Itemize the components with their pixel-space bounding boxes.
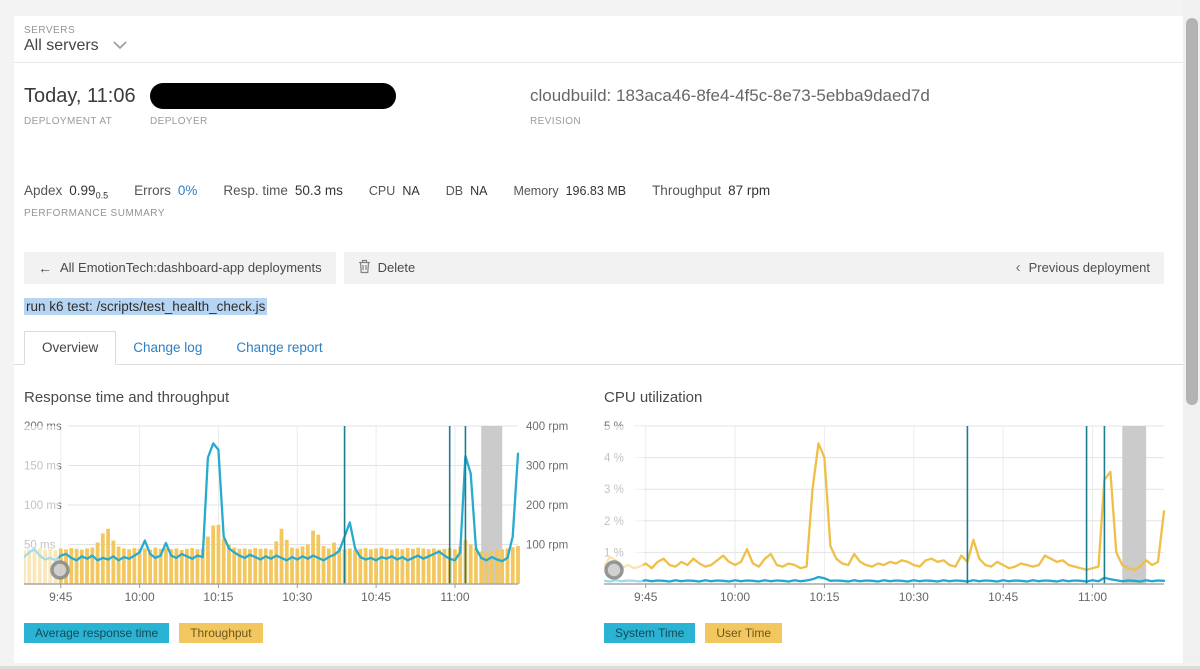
previous-deployment-label: Previous deployment <box>1028 260 1150 276</box>
servers-header: SERVERS All servers <box>14 16 1183 63</box>
legend-average-response-time[interactable]: Average response time <box>24 622 170 643</box>
svg-text:200 rpm: 200 rpm <box>526 500 568 512</box>
performance-summary-label: PERFORMANCE SUMMARY <box>24 207 165 219</box>
metric-label: Apdex <box>24 183 63 198</box>
svg-text:10:00: 10:00 <box>125 590 155 604</box>
vertical-scrollbar-track[interactable] <box>1183 0 1200 663</box>
performance-summary: Apdex 0.990.5 Errors 0% Resp. time 50.3 ms CPU… <box>14 183 1183 219</box>
metric-value: 50.3 ms <box>294 183 343 198</box>
chevron-down-icon <box>113 37 127 55</box>
deployment-circle-icon <box>50 559 70 580</box>
deployment-time: Today, 11:06 <box>24 85 136 107</box>
cpu-svg: 1 %2 %3 %4 %5 %9:4510:0010:1510:3010:451… <box>602 421 1166 604</box>
metric-label: Resp. time <box>223 183 288 198</box>
tab-overview[interactable]: Overview <box>24 330 117 365</box>
metric-errors: Errors 0% <box>134 183 197 198</box>
revision-value: cloudbuild: 183aca46-8fe4-4f5c-8e73-5ebb… <box>530 86 930 105</box>
tab-change-log[interactable]: Change log <box>133 339 203 355</box>
svg-text:11:00: 11:00 <box>440 590 469 604</box>
svg-text:10:15: 10:15 <box>809 590 839 604</box>
cpu-utilization-legend: System Time User Time <box>604 622 1180 643</box>
deployment-circle-icon <box>604 559 624 580</box>
cpu-utilization-title: CPU utilization <box>604 388 703 406</box>
revision-label: REVISION <box>530 116 581 127</box>
revision-block: cloudbuild: 183aca46-8fe4-4f5c-8e73-5ebb… <box>530 83 930 127</box>
svg-text:10:45: 10:45 <box>988 590 1018 604</box>
svg-text:10:30: 10:30 <box>899 590 929 604</box>
legend-throughput[interactable]: Throughput <box>179 622 263 643</box>
deployment-time-label: DEPLOYMENT AT <box>24 116 113 127</box>
metric-resp-time: Resp. time 50.3 ms <box>223 183 343 198</box>
svg-text:10:15: 10:15 <box>203 590 233 604</box>
deployer-block: DEPLOYER <box>150 83 396 127</box>
deployer-redacted <box>150 83 396 109</box>
metric-value[interactable]: 0% <box>177 183 198 198</box>
trash-icon <box>358 259 371 277</box>
metric-throughput: Throughput 87 rpm <box>652 183 770 198</box>
metric-apdex: Apdex 0.990.5 <box>24 183 108 201</box>
metric-memory: Memory 196.83 MB <box>513 184 626 198</box>
metric-cpu: CPU NA <box>369 184 420 198</box>
svg-text:100 rpm: 100 rpm <box>526 539 568 551</box>
deployment-toolbar: ← All EmotionTech:dashboard-app deployme… <box>14 251 1183 284</box>
metric-label: Errors <box>134 183 171 198</box>
metric-value: NA <box>402 184 420 198</box>
response-throughput-chart[interactable]: 50 ms100 rpm100 ms200 rpm150 ms300 rpm20… <box>22 414 580 615</box>
deployment-header: Today, 11:06 DEPLOYMENT AT DEPLOYER clou… <box>14 63 1183 127</box>
servers-selected-value: All servers <box>24 37 99 54</box>
response-throughput-panel: Response time and throughput 50 ms100 rp… <box>22 388 580 643</box>
response-throughput-title: Response time and throughput <box>24 388 230 406</box>
response-throughput-legend: Average response time Throughput <box>24 622 580 643</box>
svg-text:9:45: 9:45 <box>634 590 658 604</box>
svg-text:10:45: 10:45 <box>361 590 391 604</box>
deployer-label: DEPLOYER <box>150 116 208 127</box>
chevron-left-icon: ‹ <box>1015 259 1021 277</box>
svg-text:11:00: 11:00 <box>1078 590 1107 604</box>
cpu-utilization-panel: CPU utilization 1 %2 %3 %4 %5 %9:4510:00… <box>602 388 1180 643</box>
toolbar-right-strip: Delete ‹ Previous deployment <box>343 251 1164 284</box>
svg-text:10:30: 10:30 <box>282 590 312 604</box>
metric-label: CPU <box>368 184 396 198</box>
previous-deployment-button[interactable]: ‹ Previous deployment <box>1016 259 1150 276</box>
servers-section-label: SERVERS <box>24 25 76 36</box>
servers-dropdown[interactable]: All servers <box>24 37 1173 55</box>
metric-label: Throughput <box>652 183 722 198</box>
metric-label: Memory <box>513 184 559 198</box>
tab-bar: Overview Change log Change report <box>14 330 1183 365</box>
metric-value: NA <box>470 184 488 198</box>
metric-value-subscript: 0.5 <box>95 190 109 201</box>
legend-user-time[interactable]: User Time <box>705 622 783 643</box>
svg-text:9:45: 9:45 <box>49 590 73 604</box>
legend-system-time[interactable]: System Time <box>604 622 696 643</box>
all-deployments-button[interactable]: ← All EmotionTech:dashboard-app deployme… <box>24 251 336 284</box>
charts-row: Response time and throughput 50 ms100 rp… <box>14 389 1183 643</box>
delete-label: Delete <box>377 260 416 276</box>
svg-text:400 rpm: 400 rpm <box>526 421 568 433</box>
performance-metrics-row: Apdex 0.990.5 Errors 0% Resp. time 50.3 ms CPU… <box>24 183 1173 201</box>
metric-label: DB <box>445 184 464 198</box>
metric-value: 87 rpm <box>728 183 771 198</box>
back-arrow-icon: ← <box>38 259 52 276</box>
svg-text:10:00: 10:00 <box>720 590 750 604</box>
metric-value: 196.83 MB <box>565 184 627 198</box>
tab-change-report[interactable]: Change report <box>236 339 323 355</box>
all-deployments-label: All EmotionTech:dashboard-app deployment… <box>60 260 322 276</box>
delete-button[interactable]: Delete <box>358 259 416 277</box>
vertical-scrollbar-thumb[interactable] <box>1186 18 1198 405</box>
cpu-utilization-chart[interactable]: 1 %2 %3 %4 %5 %9:4510:0010:1510:3010:451… <box>602 414 1180 615</box>
metric-db: DB NA <box>446 184 488 198</box>
svg-text:300 rpm: 300 rpm <box>526 460 568 472</box>
deployment-description-selected-text: run k6 test: /scripts/test_health_check.… <box>24 297 268 315</box>
main-panel: SERVERS All servers Today, 11:06 DEPLOYM… <box>14 16 1183 663</box>
deployment-description-row: run k6 test: /scripts/test_health_check.… <box>24 297 1173 315</box>
metric-value: 0.99 <box>69 183 96 198</box>
deployment-time-block: Today, 11:06 DEPLOYMENT AT <box>24 83 136 127</box>
rt-svg: 50 ms100 rpm100 ms200 rpm150 ms300 rpm20… <box>22 421 568 604</box>
